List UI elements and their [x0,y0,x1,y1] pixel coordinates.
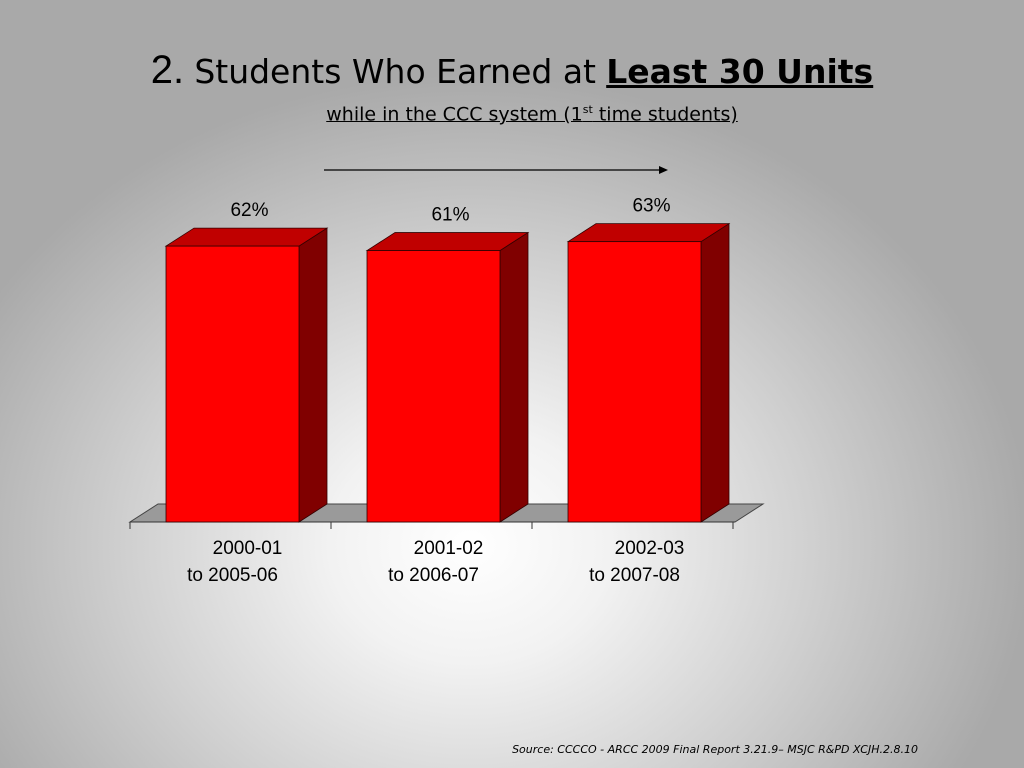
subtitle-text: while in the CCC system (1 [326,103,583,126]
bar-top [566,223,731,243]
bar-side [700,222,730,523]
chart-title: 2. Students Who Earned at Least 30 Units [0,46,1024,94]
title-text: Students Who Earned at [194,52,597,91]
bar-top [164,227,329,247]
bar [164,227,329,523]
bar-front [366,250,501,523]
bar-top [365,232,530,251]
bar-side [499,231,529,523]
bar-value-label: 61% [431,205,469,226]
bar-value-label: 63% [632,196,670,217]
trend-arrow-head-icon [659,166,668,174]
title-number: 2. [150,48,185,92]
x-tick-label: 2000-01 to 2005-06 [187,538,282,586]
subtitle-text-end: time students) [592,103,738,126]
x-tick-label: 2002-03 to 2007-08 [589,538,684,586]
bar [365,231,530,523]
bar-value-label: 62% [230,200,268,221]
bar-front [165,245,300,523]
bar-front [567,241,702,523]
x-tick-label: 2001-02 to 2006-07 [388,538,483,586]
bar-side [298,227,328,523]
subtitle-superscript: st [582,103,593,116]
source-note: Source: CCCCO - ARCC 2009 Final Report 3… [512,743,918,756]
chart-subtitle: while in the CCC system (1st time studen… [0,103,1024,125]
title-emphasis: Least 30 Units [606,52,874,91]
bar [566,222,731,523]
